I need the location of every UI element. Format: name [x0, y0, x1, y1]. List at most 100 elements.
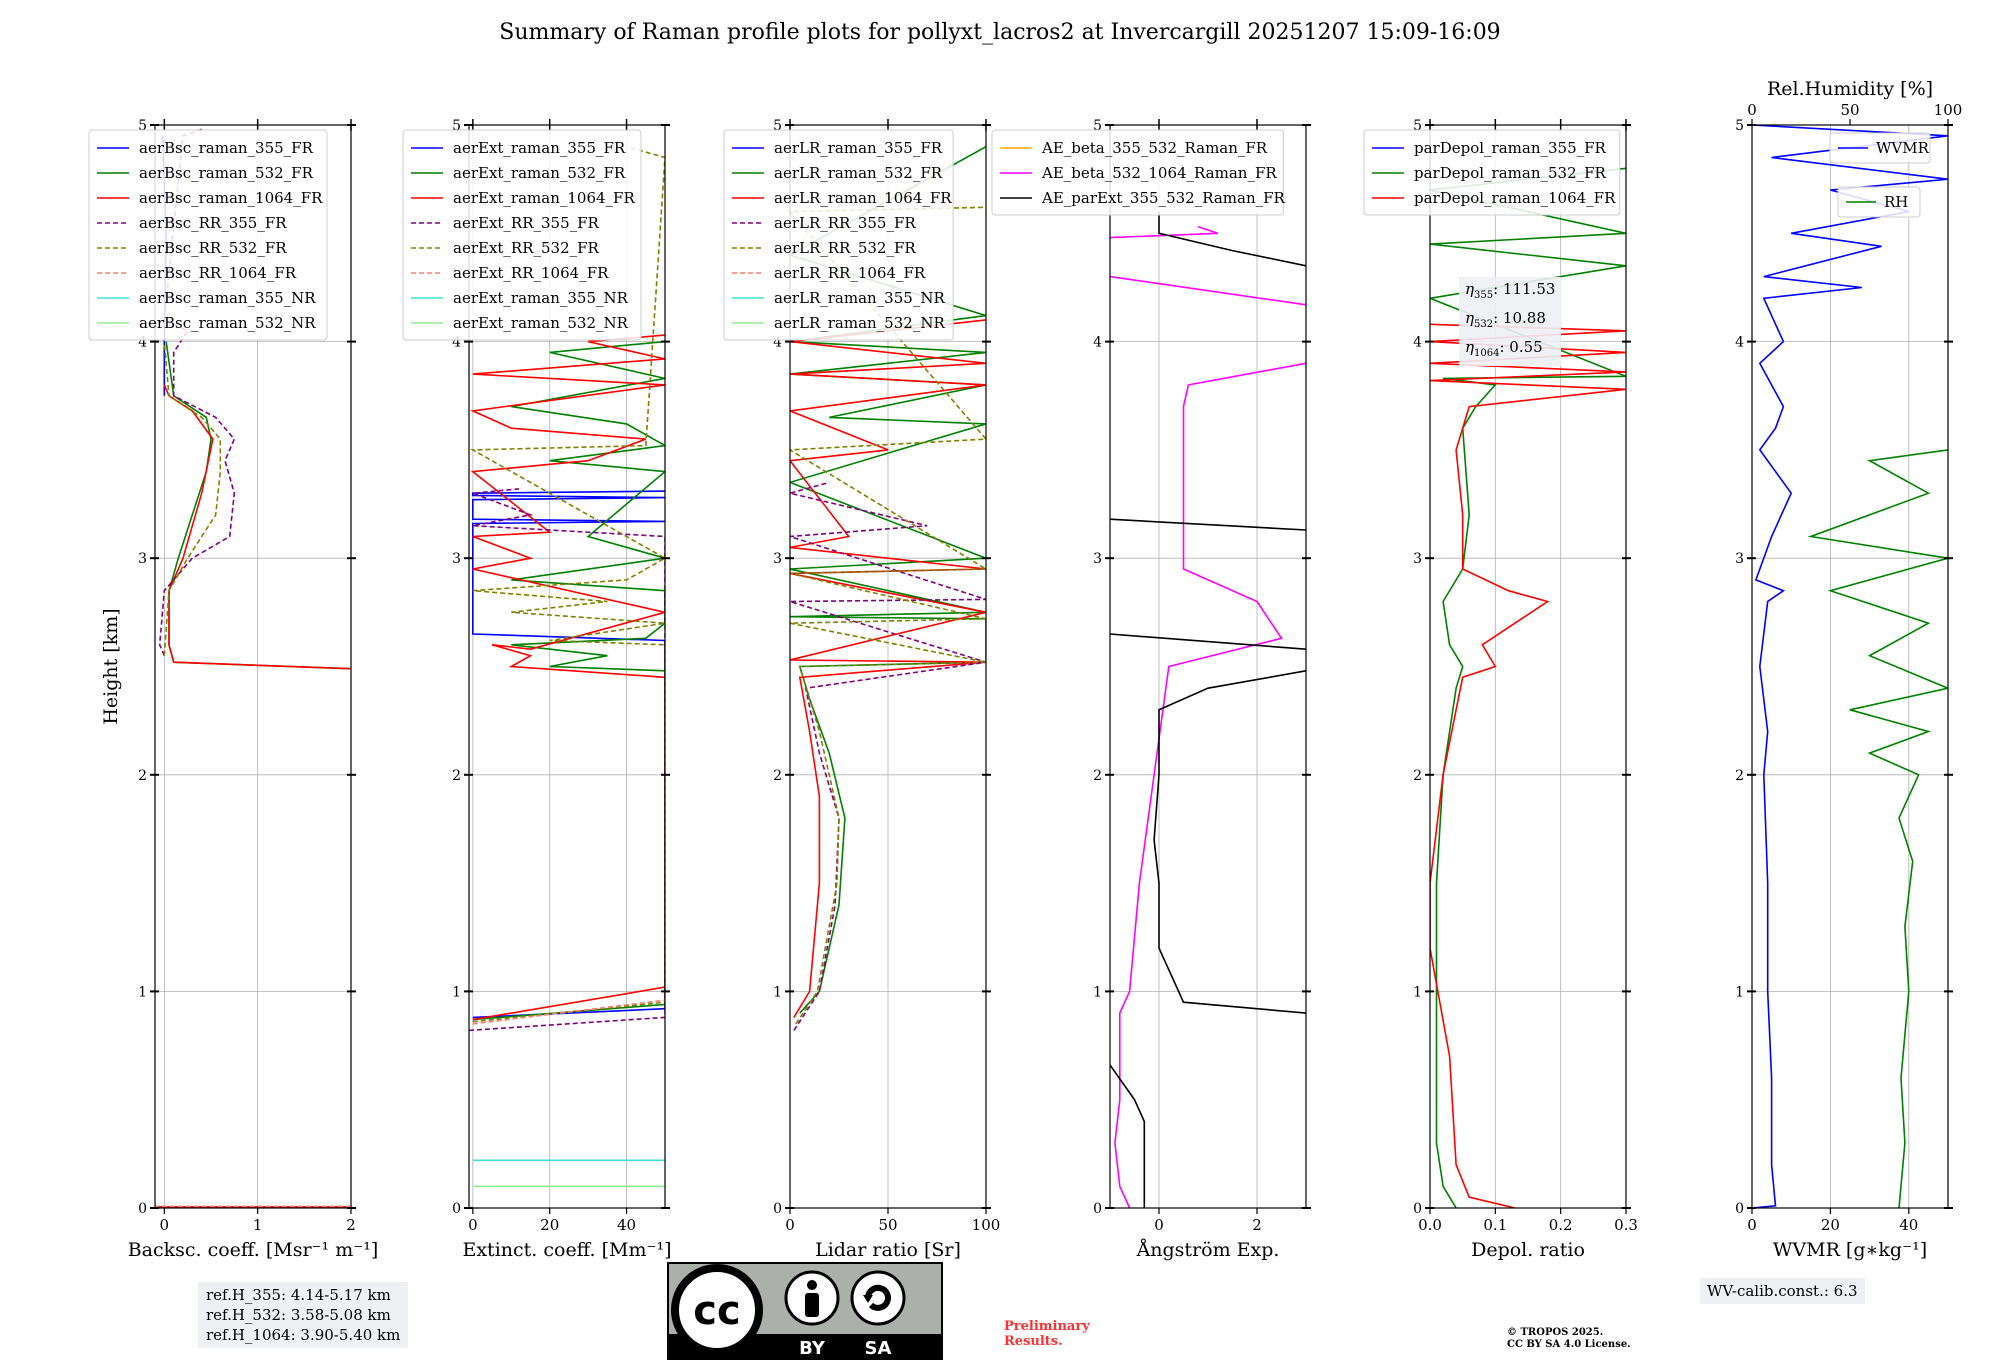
x-tick-label: 2 — [346, 1216, 356, 1234]
series-group — [790, 145, 986, 1031]
legend-label: aerExt_raman_532_FR — [453, 164, 626, 182]
legend-label: AE_beta_355_532_Raman_FR — [1041, 139, 1268, 157]
y-tick-label: 4 — [1413, 335, 1422, 351]
x-axis-label: Lidar ratio [Sr] — [815, 1239, 961, 1261]
legend-label: parDepol_raman_532_FR — [1414, 164, 1607, 182]
series-line — [1110, 633, 1306, 650]
eta-box: η355: 111.53 η532: 10.88 η1064: 0.55 — [1459, 277, 1562, 366]
y-tick-label: 0 — [773, 1201, 782, 1217]
preliminary-line-2: Results. — [1004, 1334, 1063, 1349]
x-tick-label: 0 — [1154, 1216, 1164, 1234]
x-tick-label: 0.3 — [1614, 1216, 1638, 1234]
legend-box — [723, 129, 954, 341]
x-tick-label: 1 — [253, 1216, 263, 1234]
series-line — [472, 340, 665, 1021]
wv-calib-const: WV-calib.const.: 6.3 — [1700, 1278, 1865, 1304]
legend-label: parDepol_raman_355_FR — [1414, 139, 1607, 157]
x-tick-label: 50 — [878, 1216, 897, 1234]
legend-label: aerBsc_raman_355_NR — [139, 289, 316, 307]
cc-by-sa-icon: cc BY SA — [667, 1262, 943, 1360]
y-tick-label: 3 — [1093, 551, 1102, 567]
y-tick-label: 2 — [1413, 768, 1422, 784]
series-line — [1430, 167, 1626, 1208]
preliminary-note: Preliminary Results. — [1004, 1319, 1090, 1349]
axes-frame — [1429, 124, 1627, 1209]
legend-label: WVMR — [1876, 139, 1930, 157]
legend-box — [402, 129, 642, 341]
series-line — [471, 490, 665, 1019]
legend-label: aerExt_raman_1064_FR — [453, 189, 635, 207]
series-line — [158, 128, 236, 657]
x-tick-label: 40 — [1899, 1216, 1918, 1234]
ref-height-355: ref.H_355: 4.14-5.17 km — [206, 1286, 391, 1304]
series-line — [1153, 670, 1306, 1014]
y-tick-label: 0 — [1093, 1201, 1102, 1217]
series-group — [469, 145, 665, 1188]
x-tick-label: 20 — [540, 1216, 559, 1234]
series-line — [790, 481, 986, 1031]
y-tick-label: 5 — [1413, 118, 1422, 134]
y-tick-label: 5 — [1093, 118, 1102, 134]
y-tick-label: 3 — [1735, 551, 1744, 567]
series-line — [790, 145, 986, 1014]
y-tick-label: 2 — [1093, 768, 1102, 784]
x-axis-label: Depol. ratio — [1471, 1239, 1585, 1261]
y-tick-label: 1 — [1413, 984, 1422, 1000]
top-tick-label: 100 — [1934, 101, 1963, 119]
legend-label: aerLR_raman_355_FR — [774, 139, 943, 157]
y-tick-label: 1 — [773, 984, 782, 1000]
y-tick-label: 4 — [452, 335, 461, 351]
legend-label: aerLR_raman_532_FR — [774, 164, 943, 182]
legend-label: aerLR_RR_1064_FR — [774, 264, 926, 282]
copyright-note: © TROPOS 2025. CC BY SA 4.0 License. — [1507, 1327, 1631, 1351]
legend-label: AE_beta_532_1064_Raman_FR — [1041, 164, 1277, 182]
legend-label: aerExt_raman_355_NR — [453, 289, 629, 307]
y-tick-label: 0 — [1735, 1201, 1744, 1217]
panel-ae: 0 1 2 3 4 5 0 2 Ångström Exp. AE_beta_355_532_Ram… — [991, 118, 1311, 1261]
figure-title: Summary of Raman profile plots for polly… — [499, 20, 1501, 45]
legend-label: aerExt_RR_355_FR — [453, 214, 600, 232]
series-line — [1110, 275, 1306, 306]
y-tick-label: 2 — [1735, 768, 1744, 784]
y-tick-label: 1 — [138, 984, 147, 1000]
y-tick-label: 4 — [1735, 335, 1744, 351]
legend-label: RH — [1884, 193, 1908, 211]
axes-frame — [468, 124, 666, 1209]
y-tick-label: 3 — [773, 551, 782, 567]
ref-height-1064: ref.H_1064: 3.90-5.40 km — [206, 1326, 401, 1344]
cc-letters: cc — [693, 1288, 740, 1334]
y-tick-label: 1 — [452, 984, 461, 1000]
legend-label: aerLR_RR_355_FR — [774, 214, 916, 232]
series-line — [1158, 211, 1306, 267]
y-tick-label: 0 — [1413, 1201, 1422, 1217]
legend-label: parDepol_raman_1064_FR — [1414, 189, 1616, 207]
legend-label: aerBsc_RR_1064_FR — [139, 264, 297, 282]
legend-label: aerBsc_RR_532_FR — [139, 239, 287, 257]
x-tick-label: 0.0 — [1418, 1216, 1442, 1234]
x-tick-label: 0 — [1747, 1216, 1757, 1234]
preliminary-line-1: Preliminary — [1004, 1319, 1090, 1334]
eta-532: : 10.88 — [1493, 309, 1546, 327]
x-tick-label: 0 — [160, 1216, 170, 1234]
ref-height-532: ref.H_532: 3.58-5.08 km — [206, 1306, 391, 1324]
series-line — [1430, 323, 1626, 1208]
series-line — [163, 341, 222, 656]
series-group — [1110, 211, 1306, 1208]
series-line — [469, 334, 665, 1021]
legend-label: aerBsc_raman_532_NR — [139, 314, 316, 332]
y-tick-label: 2 — [138, 768, 147, 784]
y-axis-label: Height [km] — [100, 608, 122, 724]
x-tick-label: 100 — [972, 1216, 1001, 1234]
legend-label: aerLR_raman_532_NR — [774, 314, 945, 332]
series-line — [469, 145, 665, 1023]
copyright-line-2: CC BY SA 4.0 License. — [1507, 1339, 1631, 1350]
series-line — [1114, 362, 1306, 1208]
x-axis-label: Ångström Exp. — [1136, 1239, 1280, 1261]
series-line — [1110, 226, 1219, 239]
x-tick-label: 0.2 — [1549, 1216, 1573, 1234]
panel-depol: 0 1 2 3 4 5 0.0 0.1 0.2 0.3 Depol. ratio parDepol_r… — [1363, 118, 1638, 1261]
y-tick-label: 5 — [1735, 118, 1744, 134]
x-tick-label: 20 — [1821, 1216, 1840, 1234]
